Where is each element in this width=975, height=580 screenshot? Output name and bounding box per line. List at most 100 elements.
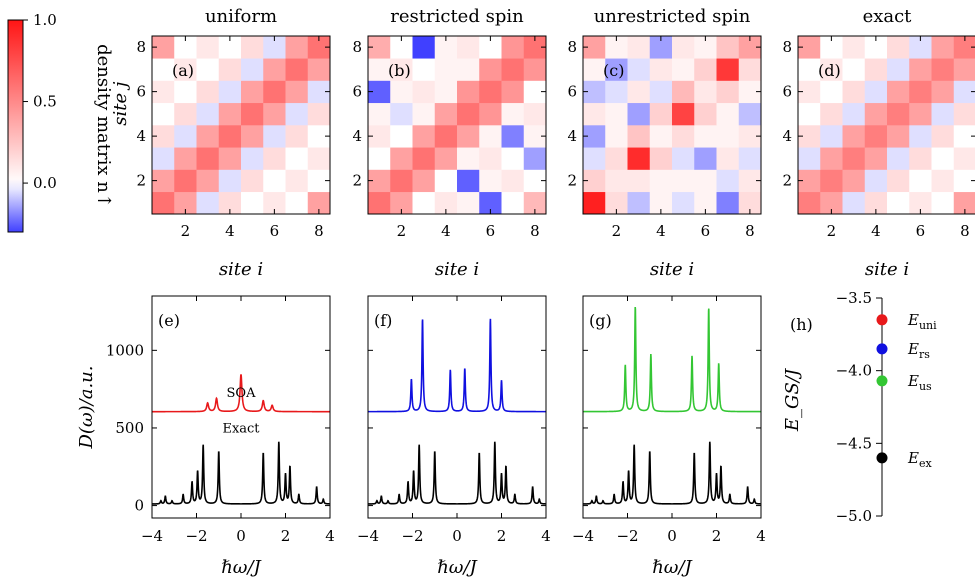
energy-point — [876, 343, 888, 355]
x-tick-label: 2 — [281, 527, 291, 545]
heatmap-cell — [412, 102, 436, 126]
heatmap-cell — [583, 36, 606, 59]
heatmap-cell — [931, 125, 955, 148]
heatmap-cell — [605, 102, 628, 126]
heatmap-cell — [820, 169, 843, 193]
heatmap-cell — [694, 147, 717, 170]
heatmap-cell — [583, 58, 606, 81]
heatmap-cell — [931, 36, 955, 59]
y-tick-label: 2 — [352, 172, 362, 190]
heatmap-cell — [583, 125, 606, 148]
heatmap-cell — [820, 147, 843, 170]
heatmap-cell — [412, 36, 436, 59]
x-tick-label: 6 — [486, 222, 496, 240]
heatmap-cell — [241, 58, 264, 81]
y-axis-label: D(ω)/a.u. — [76, 366, 97, 450]
x-tick-label: 4 — [656, 222, 666, 240]
heatmap-cell — [152, 58, 175, 81]
heatmap-cell — [479, 147, 502, 170]
heatmap-cell — [457, 191, 480, 215]
heatmap-cell — [820, 58, 843, 81]
heatmap-cell — [307, 102, 331, 126]
heatmap-cell — [285, 58, 309, 81]
spectrum-panel-3: −4 −2 0 2 4 (g) ℏω/J — [572, 295, 766, 578]
spectrum-frame — [367, 295, 547, 519]
heatmap-cell — [864, 102, 888, 126]
heatmap-cell — [798, 80, 821, 104]
heatmap-cell — [412, 169, 436, 193]
heatmap-cell — [864, 36, 888, 59]
heatmap-cell — [627, 147, 651, 170]
heatmap-cell — [307, 80, 331, 104]
heatmap-cell — [196, 36, 220, 59]
heatmap-cell — [738, 169, 762, 193]
x-tick-label: 2 — [827, 222, 837, 240]
heatmap-cell — [196, 147, 220, 170]
heatmap-cell — [241, 125, 264, 148]
heatmap-cell — [152, 147, 175, 170]
x-tick-label: 4 — [441, 222, 451, 240]
y-tick-label: 2 — [782, 172, 792, 190]
heatmap-cell — [390, 102, 413, 126]
heatmap-cell — [716, 147, 740, 170]
series-line — [368, 441, 547, 505]
panel-label: (f) — [374, 311, 392, 330]
heatmap-cell — [412, 125, 436, 148]
heatmap-cell — [605, 80, 628, 104]
heatmap-cell — [263, 102, 286, 126]
x-tick-label: 4 — [871, 222, 881, 240]
heatmap-cell — [672, 169, 695, 193]
heatmap-cell — [457, 125, 480, 148]
heatmap-cell — [241, 36, 264, 59]
heatmap-cell — [842, 102, 866, 126]
panel-title: restricted spin — [390, 6, 524, 27]
heatmap-cell — [218, 36, 242, 59]
heatmap-cell — [605, 36, 628, 59]
colorbar: 1.0 0.5 0.0 density matrix n↑ — [7, 11, 114, 233]
heatmap-panel-1: 2 4 6 8 2 4 6 8 uniform (a) site i site j — [110, 6, 331, 280]
x-axis-label: site i — [435, 259, 479, 280]
heatmap-cell — [738, 191, 762, 215]
heatmap-cell — [627, 80, 651, 104]
heatmap-cell — [716, 125, 740, 148]
heatmap-cell — [390, 80, 413, 104]
heatmap-cell — [241, 102, 264, 126]
heatmap-cell — [196, 58, 220, 81]
y-tick-label: 2 — [567, 172, 577, 190]
x-tick-label: 8 — [960, 222, 970, 240]
heatmap-cell — [953, 147, 975, 170]
heatmap-cell — [694, 125, 717, 148]
heatmap-cell — [307, 125, 331, 148]
heatmap-cell — [672, 36, 695, 59]
heatmap-cell — [842, 125, 866, 148]
y-tick-label: 500 — [115, 419, 144, 437]
heatmap-cell — [842, 80, 866, 104]
heatmap-cell — [434, 102, 458, 126]
heatmap-cell — [931, 58, 955, 81]
heatmap-cell — [953, 58, 975, 81]
heatmap-cell — [479, 191, 502, 215]
colorbar-tick-label: 0.5 — [33, 93, 57, 111]
heatmap-cell — [953, 125, 975, 148]
spectrum-panel-1: −4 −2 0 2 4 0 500 1000 (e) ℏω/J D(ω)/a.u. SOA Exact — [76, 295, 335, 578]
heatmap-cell — [390, 58, 413, 81]
heatmap-cell — [738, 147, 762, 170]
x-tick-label: 8 — [530, 222, 540, 240]
heatmap-cell — [953, 80, 975, 104]
heatmap-cell — [390, 36, 413, 59]
heatmap-cell — [434, 58, 458, 81]
heatmap-frame — [582, 35, 762, 215]
heatmap-cell — [263, 58, 286, 81]
heatmap-cell — [716, 36, 740, 59]
y-axis-label: E_GS/J — [782, 367, 803, 432]
heatmap-cell — [196, 169, 220, 193]
heatmap-cell — [694, 169, 717, 193]
x-tick-label: 4 — [225, 222, 235, 240]
heatmap-cell — [798, 191, 821, 215]
heatmap-cell — [479, 125, 502, 148]
heatmap-cell — [501, 191, 525, 215]
heatmap-cell — [798, 102, 821, 126]
heatmap-cell — [479, 80, 502, 104]
heatmap-cell — [457, 169, 480, 193]
y-tick-label: 4 — [567, 127, 577, 145]
